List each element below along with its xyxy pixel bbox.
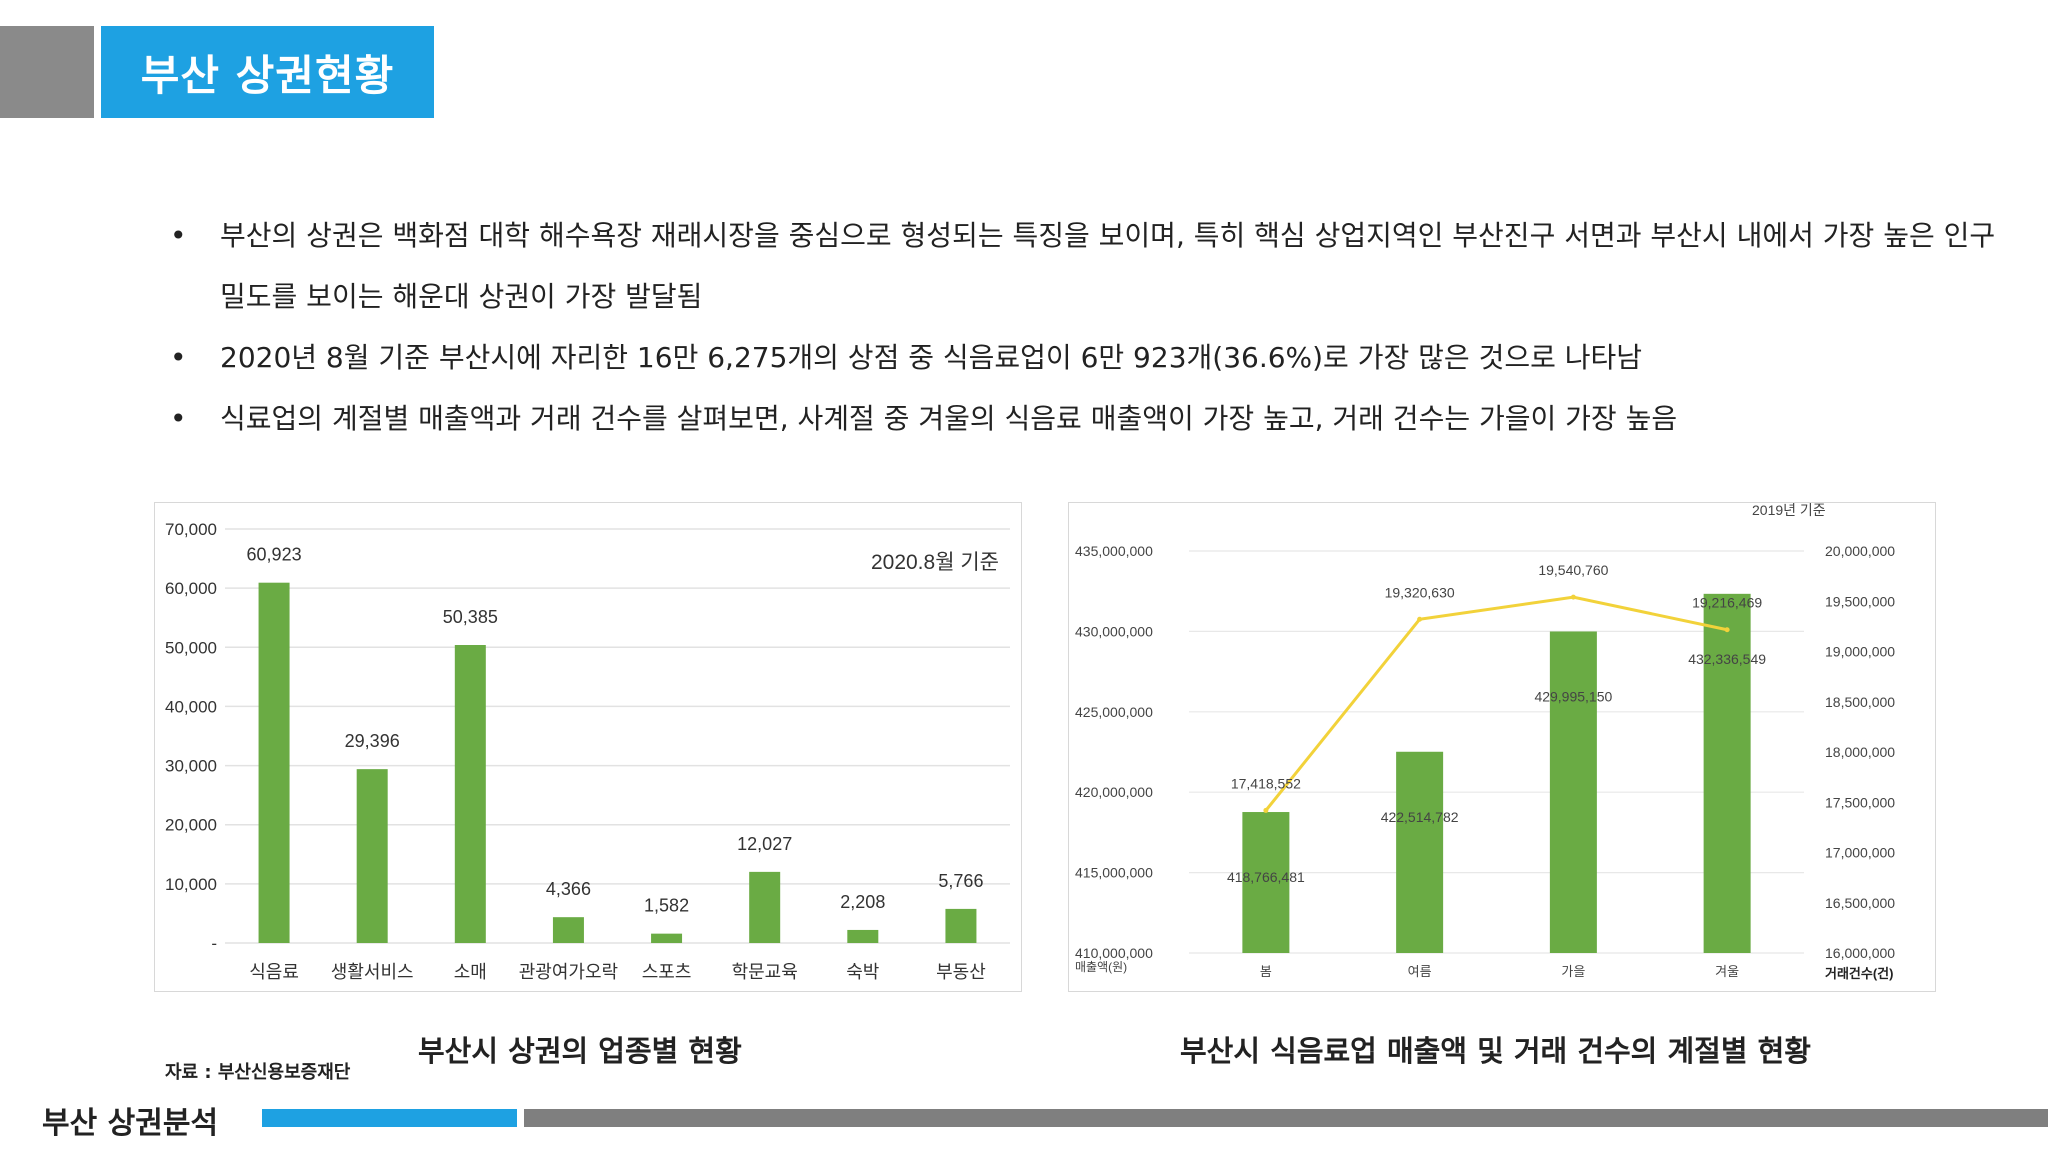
bullet-item: • 식료업의 계절별 매출액과 거래 건수를 살펴보면, 사계절 중 겨울의 식… xyxy=(160,388,2000,449)
bar xyxy=(1242,812,1290,953)
bar-value-label: 432,336,549 xyxy=(1688,651,1766,667)
line-value-label: 19,320,630 xyxy=(1385,584,1455,600)
x-tick-label: 겨울 xyxy=(1715,964,1739,979)
bar xyxy=(847,929,879,943)
y-left-tick-label: 415,000,000 xyxy=(1075,865,1153,881)
chart2-caption: 부산시 식음료업 매출액 및 거래 건수의 계절별 현황 xyxy=(1180,1034,1811,1068)
x-tick-label: 생활서비스 xyxy=(331,962,414,982)
chart-annotation: 2019년 기준 xyxy=(1752,503,1826,518)
x-tick-label: 가을 xyxy=(1561,964,1585,979)
y-left-axis-label: 매출액(원) xyxy=(1075,960,1127,974)
bullet-dot-icon: • xyxy=(170,402,187,435)
line-series xyxy=(1264,595,1728,812)
bar-value-label: 418,766,481 xyxy=(1227,869,1305,885)
bar xyxy=(552,917,584,943)
chart-annotation: 2020.8월 기준 xyxy=(871,551,999,574)
bullet-item: • 부산의 상권은 백화점 대학 해수욕장 재래시장을 중심으로 형성되는 특징… xyxy=(160,205,2000,327)
page-title: 부산 상권현황 xyxy=(140,50,395,100)
y-right-tick-label: 18,000,000 xyxy=(1825,744,1895,760)
y-right-tick-label: 16,000,000 xyxy=(1825,945,1895,961)
bar-value-label: 60,923 xyxy=(247,545,302,565)
source-note: 자료 : 부산신용보증재단 xyxy=(165,1062,351,1083)
header-title-box: 부산 상권현황 xyxy=(101,26,434,118)
business-type-chart: - 10,000 20,000 30,000 40,000 50,000 60,000 70,… xyxy=(154,502,1022,992)
y-right-tick-label: 19,000,000 xyxy=(1825,644,1895,660)
header-gray-block xyxy=(0,26,94,118)
bar xyxy=(749,871,781,943)
x-tick-label: 숙박 xyxy=(846,962,879,982)
bar-value-label: 1,582 xyxy=(644,896,689,916)
y-tick-label: 50,000 xyxy=(165,638,217,657)
chart1-caption: 부산시 상권의 업종별 현황 xyxy=(418,1034,742,1068)
y-left-tick-label: 425,000,000 xyxy=(1075,704,1153,720)
bar xyxy=(1703,593,1751,953)
footer-label: 부산 상권분석 xyxy=(42,1106,219,1141)
y-tick-label: 40,000 xyxy=(165,697,217,716)
y-right-tick-label: 17,500,000 xyxy=(1825,794,1895,810)
line-point xyxy=(1263,807,1269,813)
bar-value-label: 29,396 xyxy=(345,731,400,751)
bar xyxy=(1549,631,1597,953)
bar xyxy=(356,769,388,943)
x-tick-label: 스포츠 xyxy=(642,962,692,982)
y-tick-label: - xyxy=(211,934,217,953)
bullet-dot-icon: • xyxy=(170,219,187,252)
bullet-item: • 2020년 8월 기준 부산시에 자리한 16만 6,275개의 상점 중 … xyxy=(160,327,2000,388)
bullet-list: • 부산의 상권은 백화점 대학 해수욕장 재래시장을 중심으로 형성되는 특징… xyxy=(160,205,2000,449)
bar-value-label: 2,208 xyxy=(840,892,885,912)
bar-value-label: 422,514,782 xyxy=(1381,809,1459,825)
bar-value-label: 429,995,150 xyxy=(1534,688,1612,704)
line-point xyxy=(1417,616,1423,622)
bar-value-label: 4,366 xyxy=(546,879,591,899)
bar xyxy=(651,933,683,943)
line-point xyxy=(1570,594,1576,600)
y-left-tick-label: 435,000,000 xyxy=(1075,543,1153,559)
x-tick-label: 학문교육 xyxy=(732,962,798,982)
line-value-label: 17,418,552 xyxy=(1231,775,1301,791)
business-type-chart-svg: - 10,000 20,000 30,000 40,000 50,000 60,000 70,… xyxy=(165,520,1010,982)
bar xyxy=(454,645,486,943)
bullet-text: 식료업의 계절별 매출액과 거래 건수를 살펴보면, 사계절 중 겨울의 식음료… xyxy=(220,402,1678,435)
bar-value-label: 50,385 xyxy=(443,607,498,627)
seasonal-sales-chart: 410,000,000 415,000,000 420,000,000 425,000… xyxy=(1068,502,1936,992)
bar-value-label: 5,766 xyxy=(938,871,983,891)
line-value-label: 19,540,760 xyxy=(1538,562,1608,578)
y-left-tick-label: 420,000,000 xyxy=(1075,784,1153,800)
line-point xyxy=(1724,627,1730,633)
line-value-label: 19,216,469 xyxy=(1692,595,1762,611)
y-right-tick-label: 20,000,000 xyxy=(1825,543,1895,559)
bar-value-label: 12,027 xyxy=(737,834,792,854)
y-left-tick-label: 430,000,000 xyxy=(1075,623,1153,639)
y-left-tick-label: 410,000,000 xyxy=(1075,945,1153,961)
x-tick-label: 봄 xyxy=(1260,964,1272,979)
x-tick-label: 관광여가오락 xyxy=(519,962,618,982)
y-tick-label: 30,000 xyxy=(165,757,217,776)
x-tick-label: 소매 xyxy=(454,962,487,982)
x-tick-label: 부동산 xyxy=(936,962,986,982)
y-tick-label: 10,000 xyxy=(165,875,217,894)
y-right-tick-label: 16,500,000 xyxy=(1825,895,1895,911)
y-right-tick-label: 18,500,000 xyxy=(1825,694,1895,710)
bar xyxy=(1396,751,1444,953)
x-tick-label: 식음료 xyxy=(249,962,299,982)
y-right-tick-label: 19,500,000 xyxy=(1825,593,1895,609)
y-right-axis-label: 거래건수(건) xyxy=(1825,966,1893,981)
bullet-text: 2020년 8월 기준 부산시에 자리한 16만 6,275개의 상점 중 식음… xyxy=(220,341,1643,374)
y-right-tick-label: 17,000,000 xyxy=(1825,845,1895,861)
x-tick-label: 여름 xyxy=(1408,964,1432,979)
bar xyxy=(945,908,977,943)
y-tick-label: 20,000 xyxy=(165,816,217,835)
footer-gray-bar xyxy=(524,1109,2048,1127)
footer-accent-bar xyxy=(262,1109,517,1127)
y-tick-label: 70,000 xyxy=(165,520,217,539)
y-tick-label: 60,000 xyxy=(165,579,217,598)
bullet-dot-icon: • xyxy=(170,341,187,374)
seasonal-sales-chart-svg: 410,000,000 415,000,000 420,000,000 425,000… xyxy=(1075,502,1895,981)
bar xyxy=(258,582,290,943)
bullet-text: 부산의 상권은 백화점 대학 해수욕장 재래시장을 중심으로 형성되는 특징을 … xyxy=(220,219,1996,313)
